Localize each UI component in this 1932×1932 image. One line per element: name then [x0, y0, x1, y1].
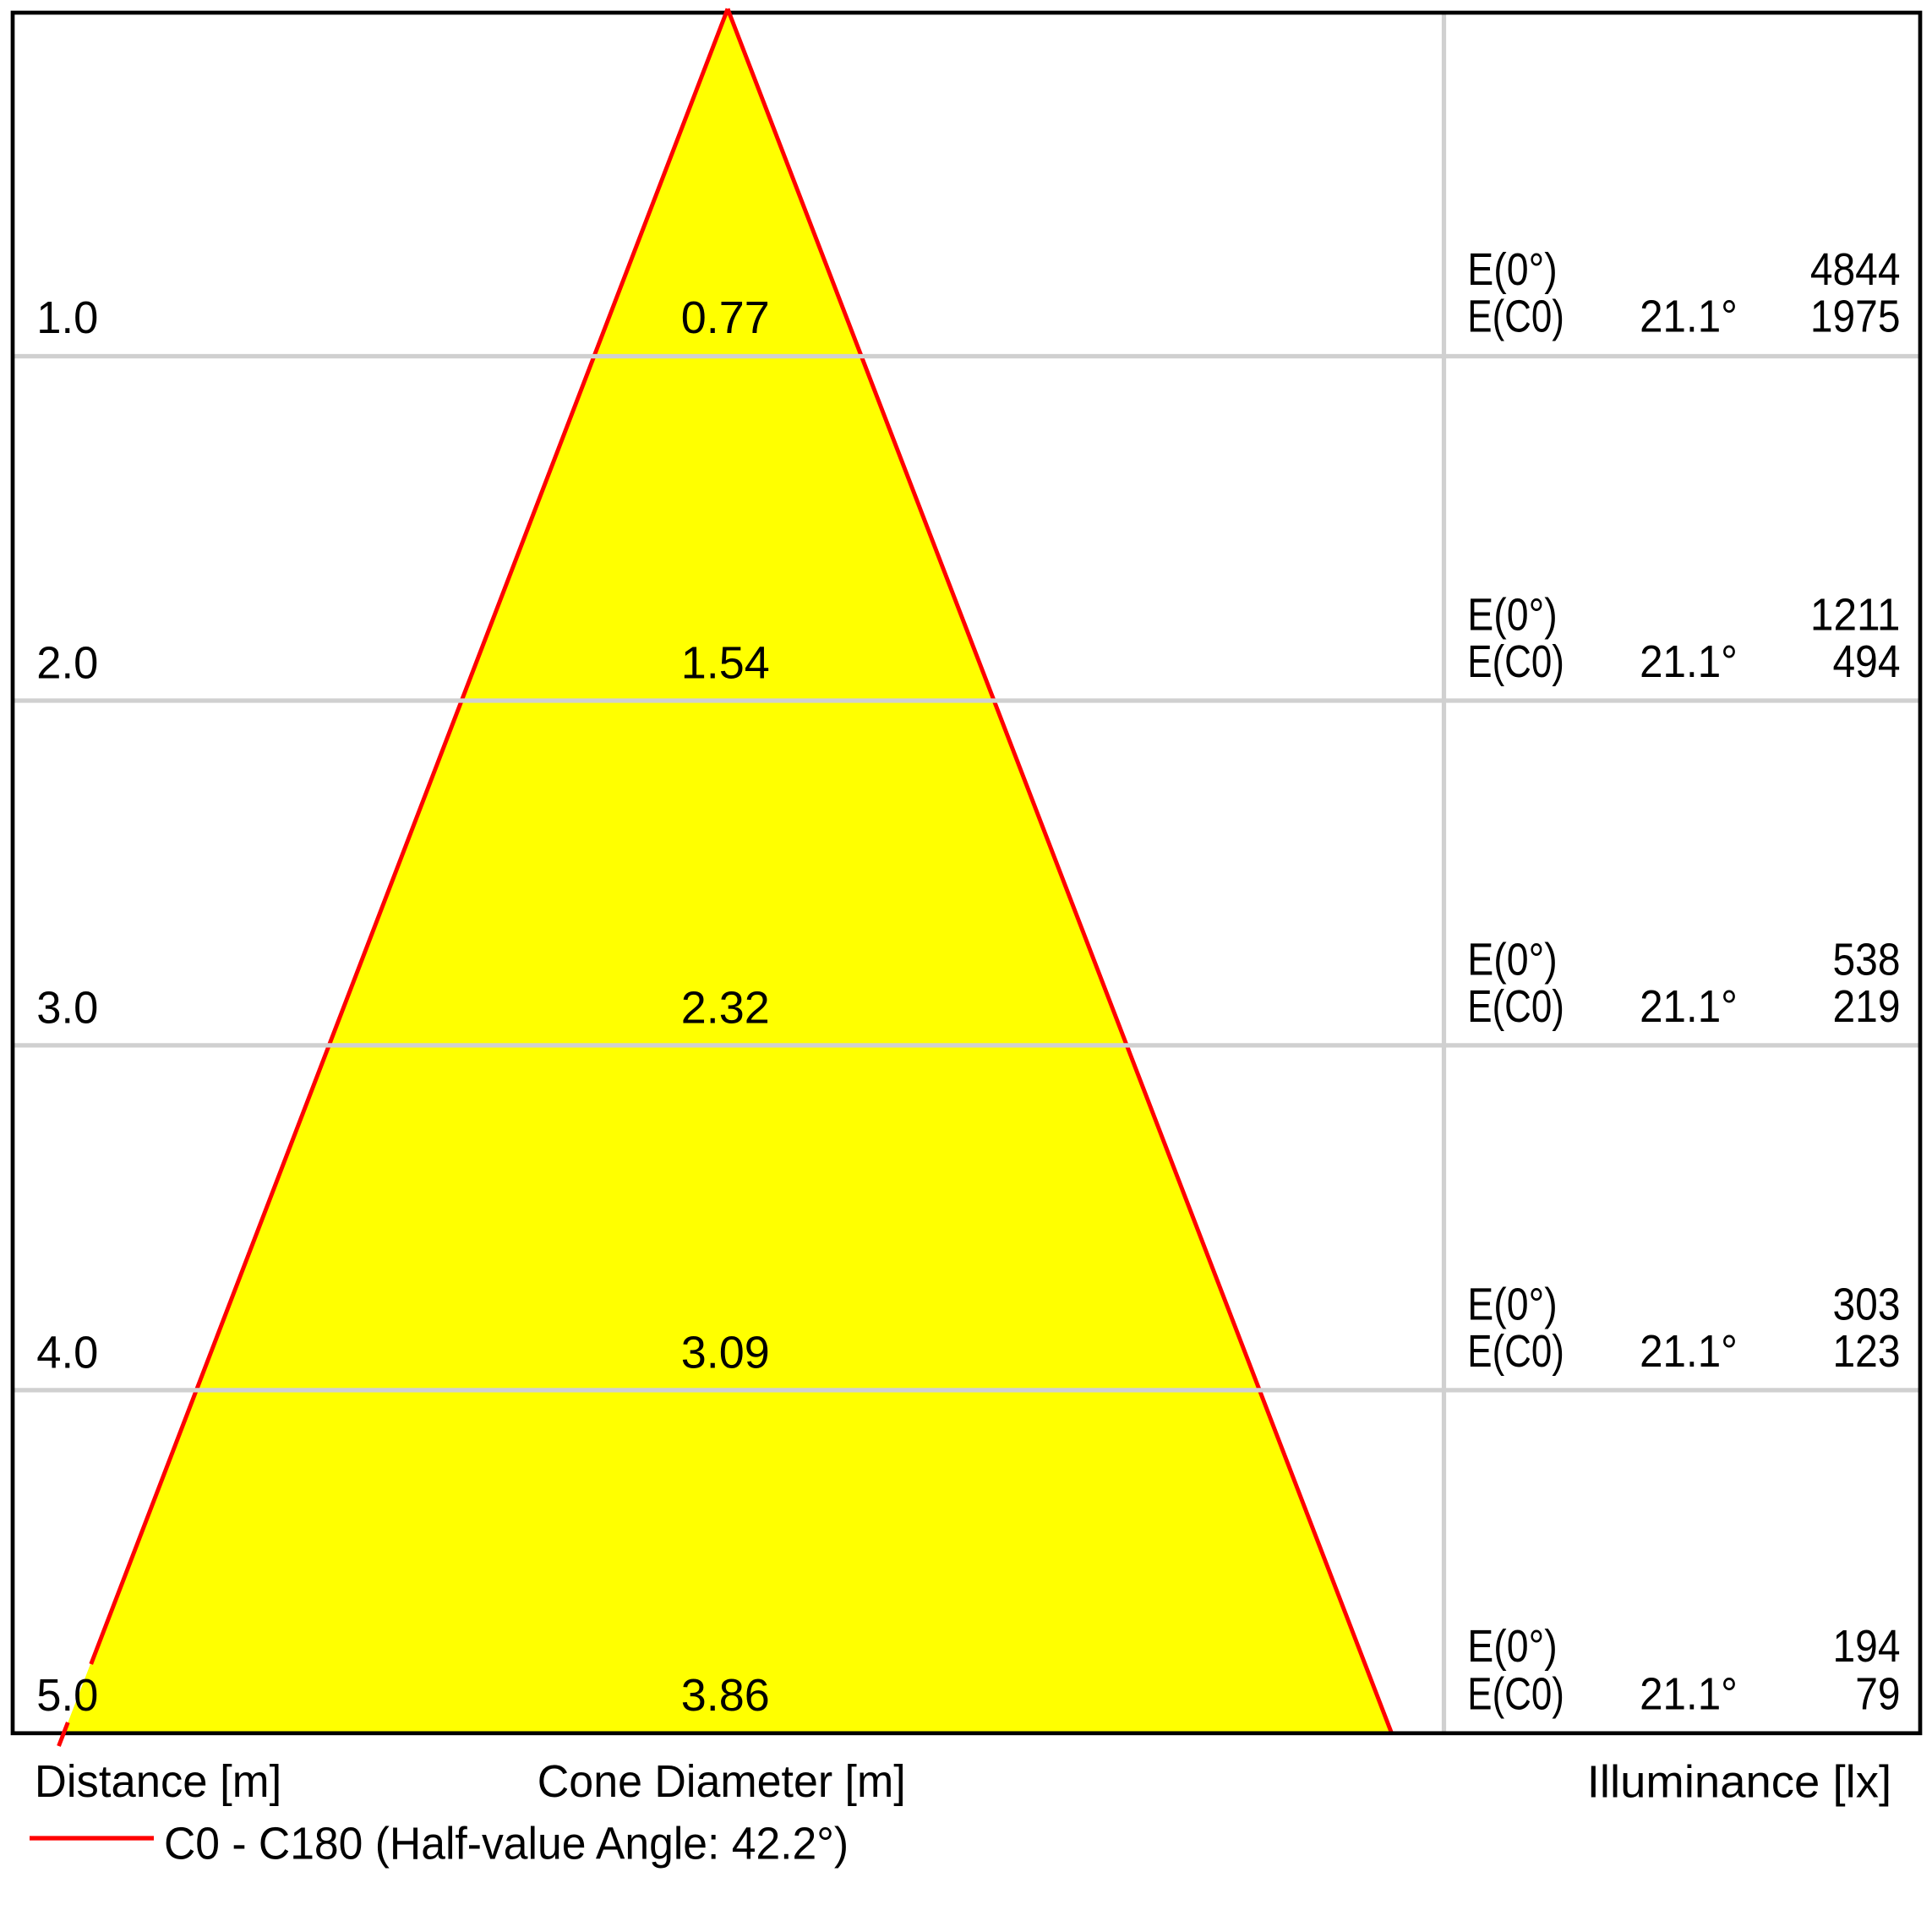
svg-text:21.1°: 21.1° — [1640, 637, 1738, 687]
svg-text:E(C0): E(C0) — [1467, 982, 1564, 1032]
svg-text:3.0: 3.0 — [36, 983, 98, 1033]
svg-text:0.77: 0.77 — [681, 293, 770, 343]
svg-text:1.54: 1.54 — [681, 639, 770, 689]
svg-text:1.0: 1.0 — [36, 293, 98, 343]
svg-text:2.0: 2.0 — [36, 639, 98, 689]
svg-text:5.0: 5.0 — [36, 1671, 98, 1721]
svg-text:21.1°: 21.1° — [1640, 982, 1738, 1032]
svg-text:21.1°: 21.1° — [1640, 292, 1738, 342]
svg-text:219: 219 — [1833, 982, 1901, 1032]
svg-text:194: 194 — [1833, 1622, 1901, 1672]
svg-text:E(C0): E(C0) — [1467, 1327, 1564, 1377]
svg-text:538: 538 — [1833, 935, 1901, 985]
svg-text:C0 - C180 (Half-value Angle: 4: C0 - C180 (Half-value Angle: 42.2°) — [164, 1820, 849, 1869]
svg-text:21.1°: 21.1° — [1640, 1327, 1738, 1377]
svg-text:2.32: 2.32 — [681, 983, 770, 1033]
svg-text:E(C0): E(C0) — [1467, 1670, 1564, 1720]
svg-text:3.86: 3.86 — [681, 1671, 770, 1721]
svg-text:79: 79 — [1855, 1670, 1900, 1720]
svg-text:Cone Diameter [m]: Cone Diameter [m] — [538, 1757, 906, 1807]
svg-text:1975: 1975 — [1810, 292, 1901, 342]
svg-text:1211: 1211 — [1810, 591, 1901, 641]
svg-text:21.1°: 21.1° — [1640, 1670, 1738, 1720]
svg-text:E(C0): E(C0) — [1467, 292, 1564, 342]
svg-text:4844: 4844 — [1810, 245, 1901, 295]
svg-text:E(0°): E(0°) — [1467, 1280, 1557, 1329]
svg-text:Distance [m]: Distance [m] — [35, 1757, 281, 1807]
svg-text:E(0°): E(0°) — [1467, 935, 1557, 985]
svg-text:E(0°): E(0°) — [1467, 245, 1557, 295]
svg-text:494: 494 — [1833, 637, 1901, 687]
svg-text:E(0°): E(0°) — [1467, 591, 1557, 641]
svg-text:4.0: 4.0 — [36, 1328, 98, 1378]
svg-text:123: 123 — [1833, 1327, 1901, 1377]
svg-text:3.09: 3.09 — [681, 1328, 770, 1378]
svg-text:E(C0): E(C0) — [1467, 637, 1564, 687]
svg-text:E(0°): E(0°) — [1467, 1622, 1557, 1672]
svg-text:303: 303 — [1833, 1280, 1901, 1329]
svg-text:Illuminance [lx]: Illuminance [lx] — [1587, 1758, 1891, 1808]
